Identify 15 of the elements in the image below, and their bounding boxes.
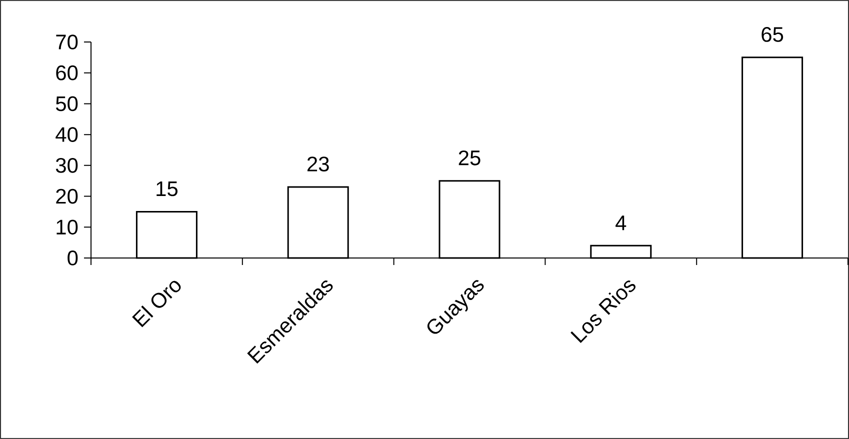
- x-tick-label: Los Rios: [570, 280, 636, 343]
- y-tick-label: 0: [68, 250, 78, 266]
- y-tick-label: 30: [56, 158, 78, 173]
- y-tick-label: 60: [56, 65, 78, 80]
- data-label: 4: [616, 216, 626, 230]
- y-tick-label: 20: [56, 188, 78, 204]
- data-label: 65: [762, 27, 784, 42]
- y-tick-label: 40: [56, 127, 78, 142]
- x-tick-label: El Oro: [132, 280, 181, 328]
- data-label: 23: [307, 156, 329, 172]
- data-label: 15: [156, 182, 178, 196]
- y-tick-label: 10: [56, 220, 78, 235]
- y-tick-label: 50: [56, 96, 78, 112]
- y-tick-label: 70: [56, 34, 78, 50]
- data-label: 25: [458, 150, 480, 166]
